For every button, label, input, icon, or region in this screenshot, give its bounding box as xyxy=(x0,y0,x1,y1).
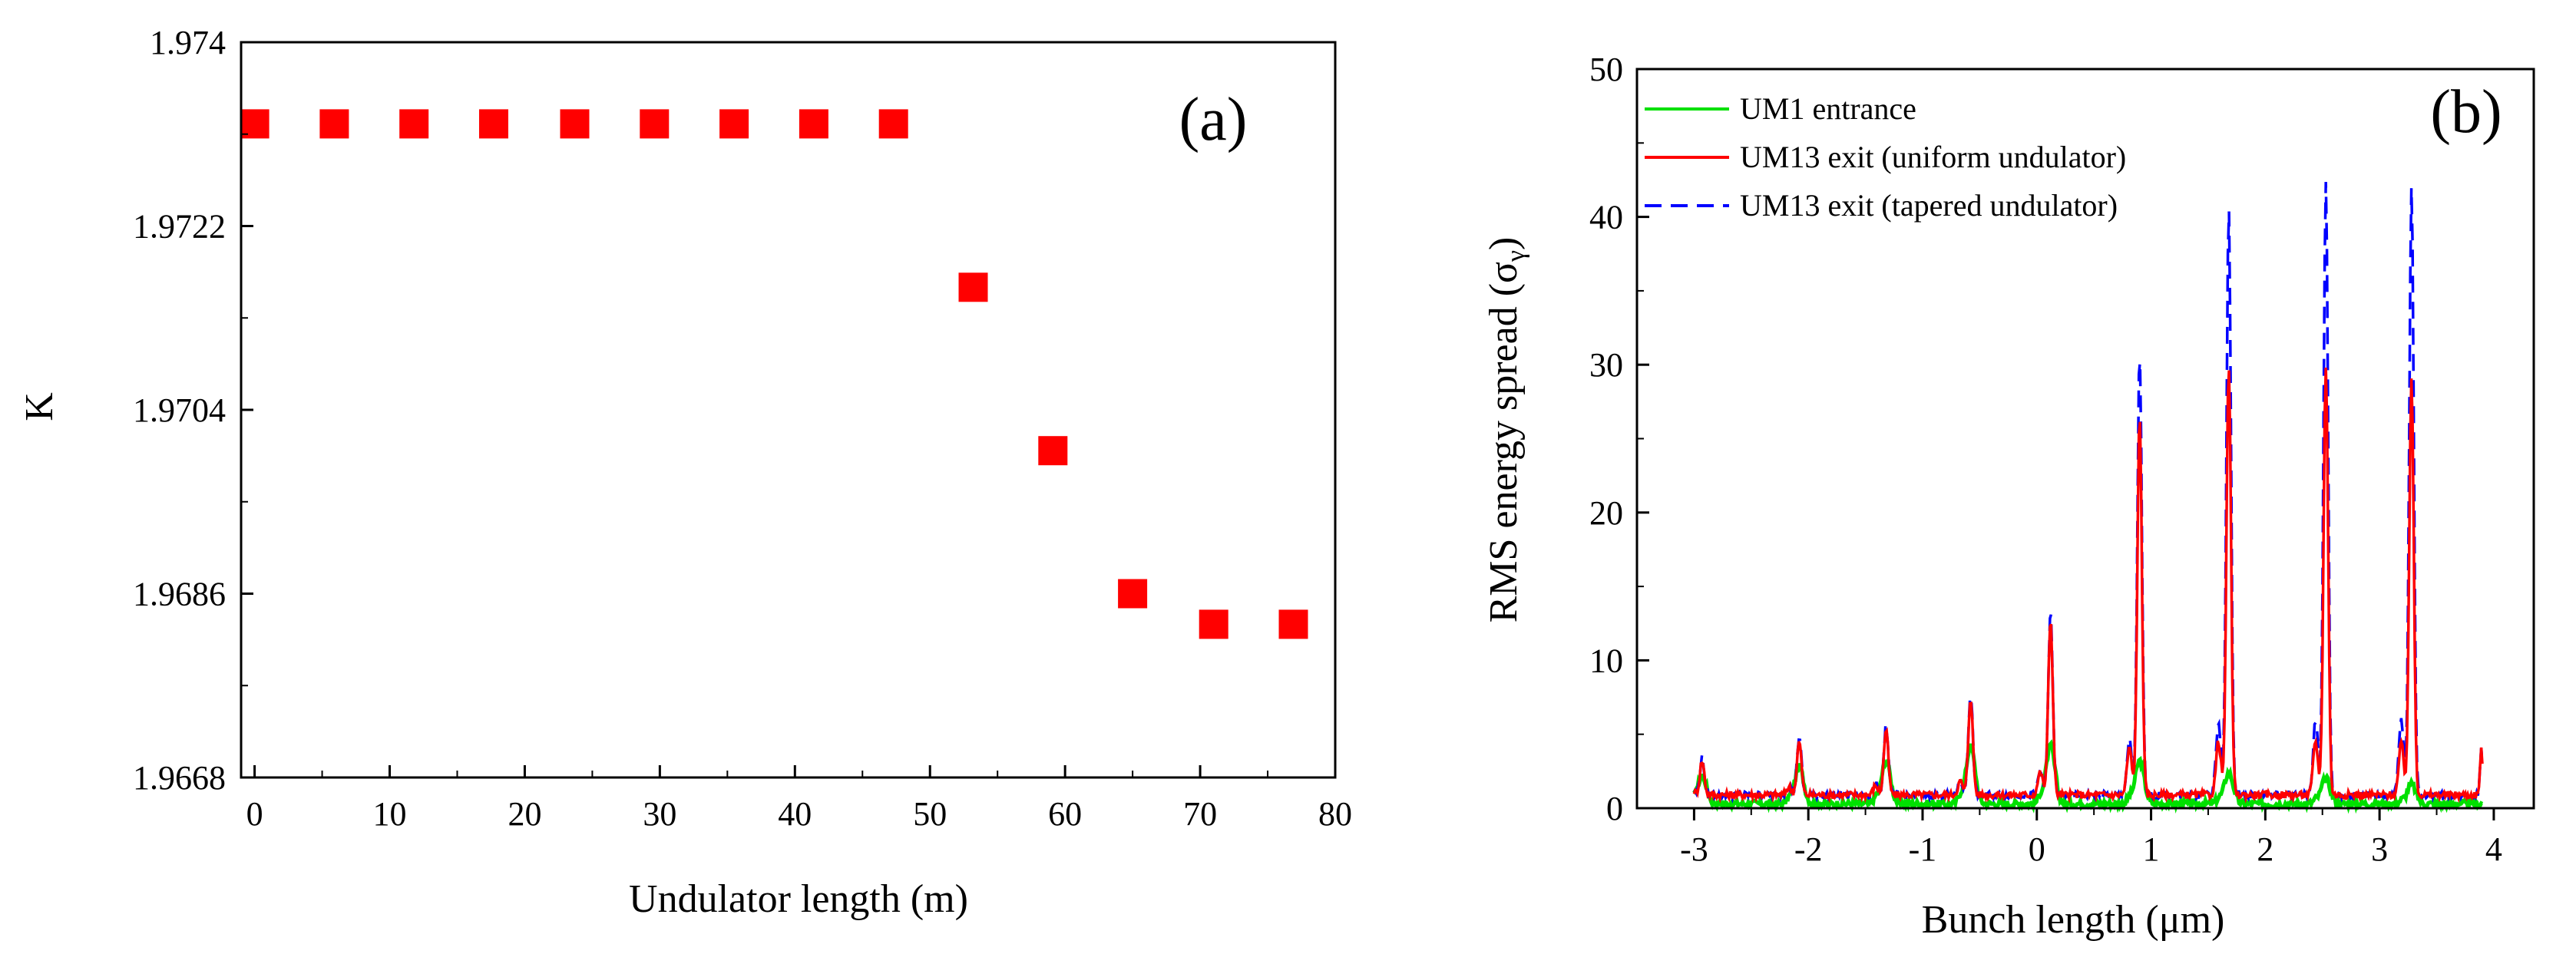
panel-b-x-tick-label-4: 1 xyxy=(2143,830,2160,868)
panel-a-marker-7 xyxy=(799,109,828,139)
panel-b-x-tick-label-3: 0 xyxy=(2029,830,2045,868)
panel-a-marker-12 xyxy=(1199,609,1228,639)
panel-a-ticks: 0 10 20 30 40 50 60 70 80 1.9668 1.9686 1.9704 1.972… xyxy=(133,24,1352,833)
panel-b-y-axis-title-main: RMS energy spread (σ xyxy=(1482,262,1526,622)
panel-b-x-tick-label-6: 3 xyxy=(2371,830,2388,868)
panel-a-marker-10 xyxy=(1038,436,1068,466)
panel-a-y-tick-label-4: 1.974 xyxy=(150,24,226,61)
panel-b-y-tick-label-3: 30 xyxy=(1589,346,1623,384)
panel-a-marker-13 xyxy=(1278,609,1308,639)
legend-label-um13-tapered: UM13 exit (tapered undulator) xyxy=(1740,188,2118,223)
panel-a-marks xyxy=(240,109,1308,639)
panel-a-x-tick-label-5: 50 xyxy=(913,795,947,833)
panel-b-y-tick-label-4: 40 xyxy=(1589,199,1623,236)
panel-b-y-tick-label-0: 0 xyxy=(1606,790,1623,827)
panel-b-y-tick-label-2: 20 xyxy=(1589,494,1623,532)
panel-a-marker-8 xyxy=(878,109,908,139)
panel-a-marker-2 xyxy=(399,109,429,139)
panel-a-y-tick-label-0: 1.9668 xyxy=(133,759,226,797)
panel-a-x-tick-label-2: 20 xyxy=(508,795,541,833)
panel-b-x-tick-label-7: 4 xyxy=(2485,830,2502,868)
panel-a-marker-9 xyxy=(958,272,988,302)
panel-a-x-axis-title: Undulator length (m) xyxy=(629,877,968,921)
panel-a-x-tick-label-8: 80 xyxy=(1318,795,1352,833)
panel-a-tag: (a) xyxy=(1179,86,1248,153)
panel-b-tag: (b) xyxy=(2430,78,2502,146)
panel-a-x-tick-label-7: 70 xyxy=(1183,795,1217,833)
panel-a-x-tick-label-4: 40 xyxy=(778,795,812,833)
panel-b-series-lines xyxy=(1692,181,2484,814)
panel-b-y-tick-label-5: 50 xyxy=(1589,51,1623,88)
panel-a-y-tick-label-3: 1.9722 xyxy=(133,208,226,246)
panel-b-x-axis-title: Bunch length (μm) xyxy=(1922,898,2225,942)
panel-b-x-tick-label-1: -2 xyxy=(1794,830,1823,868)
panel-a-y-tick-label-1: 1.9686 xyxy=(133,576,226,613)
panel-b-y-axis-title-close: ) xyxy=(1482,237,1526,250)
legend-label-um1-entrance: UM1 entrance xyxy=(1740,91,1916,126)
panel-b-y-tick-label-1: 10 xyxy=(1589,642,1623,679)
panel-a-y-tick-label-2: 1.9704 xyxy=(133,391,226,429)
panel-a-marker-3 xyxy=(479,109,508,139)
panel-a-marker-4 xyxy=(560,109,590,139)
panel-b-y-axis-title-subscript: γ xyxy=(1502,250,1530,262)
panel-b-x-tick-label-2: -1 xyxy=(1909,830,1937,868)
panel-a-marker-1 xyxy=(319,109,349,139)
panel-b-x-tick-label-5: 2 xyxy=(2257,830,2273,868)
panel-a-scatter-chart: 0 10 20 30 40 50 60 70 80 1.9668 1.9686 1.9704 1.972… xyxy=(18,24,1352,921)
panel-a-x-tick-label-6: 60 xyxy=(1048,795,1082,833)
panel-a-x-tick-label-1: 10 xyxy=(373,795,407,833)
legend-label-um13-uniform: UM13 exit (uniform undulator) xyxy=(1740,140,2126,174)
panel-a-marker-11 xyxy=(1118,579,1148,609)
panel-b-legend: UM1 entrance UM13 exit (uniform undulato… xyxy=(1645,91,2126,223)
panel-a-marker-5 xyxy=(640,109,670,139)
panel-a-x-tick-label-3: 30 xyxy=(643,795,676,833)
panel-a-x-tick-label-0: 0 xyxy=(246,795,263,833)
panel-b-series-line-0 xyxy=(1692,739,2484,814)
panel-a-y-axis-title: K xyxy=(18,392,61,421)
panel-b-series-line-1 xyxy=(1692,367,2484,804)
panel-b-y-axis-title: RMS energy spread (σγ) xyxy=(1482,237,1530,623)
panel-b-x-tick-label-0: -3 xyxy=(1680,830,1708,868)
panel-a-marker-6 xyxy=(719,109,749,139)
